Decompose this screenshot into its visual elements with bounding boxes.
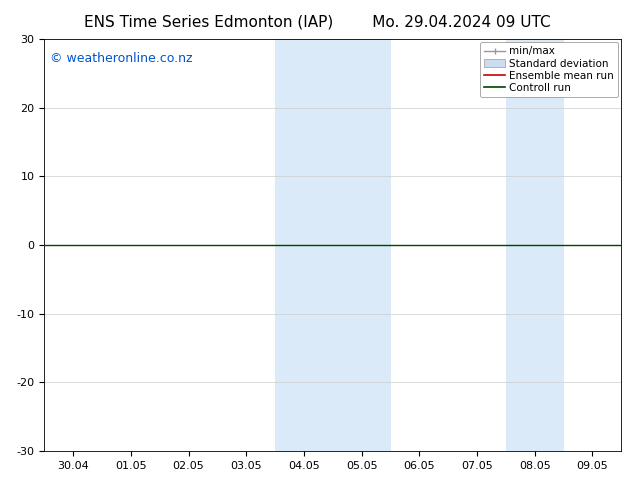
Bar [506, 39, 564, 451]
Text: © weatheronline.co.nz: © weatheronline.co.nz [50, 51, 193, 65]
Text: ENS Time Series Edmonton (IAP)        Mo. 29.04.2024 09 UTC: ENS Time Series Edmonton (IAP) Mo. 29.04… [84, 15, 550, 30]
Legend: min/max, Standard deviation, Ensemble mean run, Controll run: min/max, Standard deviation, Ensemble me… [480, 42, 618, 97]
Bar [275, 39, 391, 451]
